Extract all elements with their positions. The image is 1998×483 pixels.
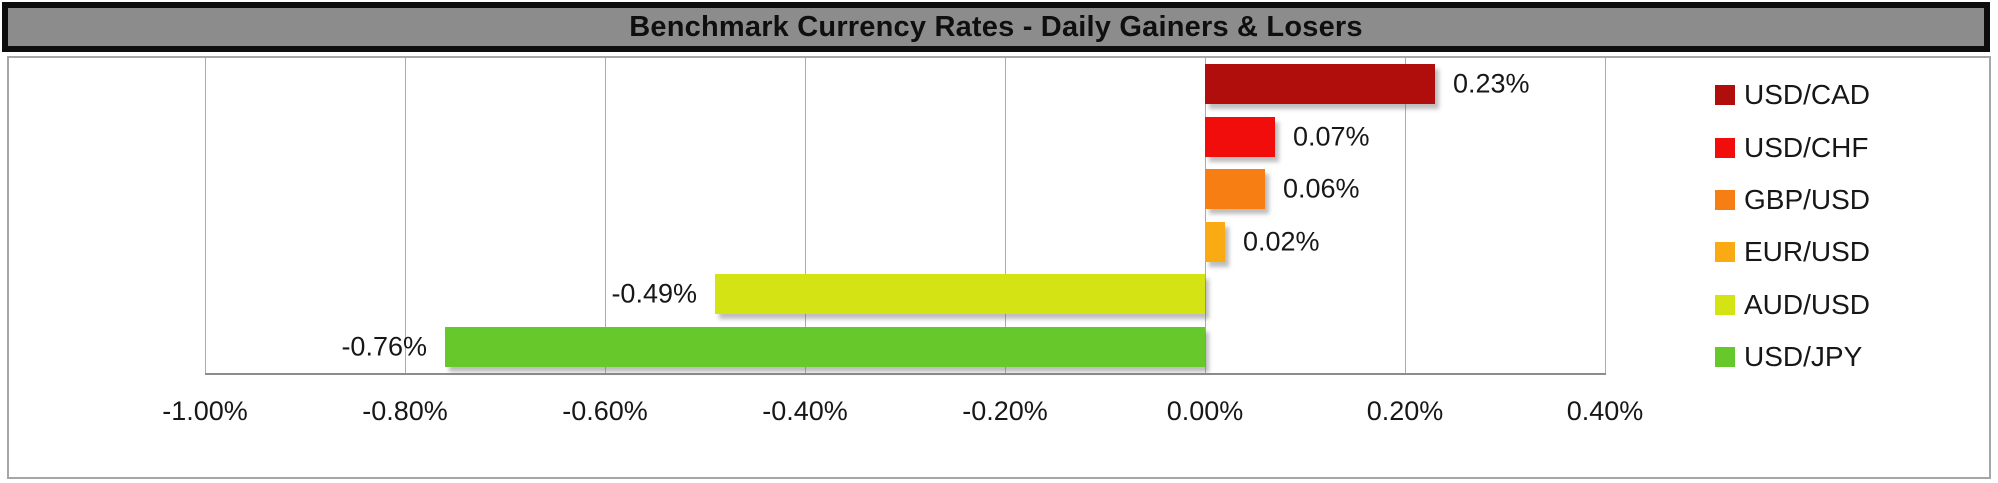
x-tick-label: -0.40% [762,396,848,426]
value-label: 0.23% [1453,68,1530,99]
value-label: -0.76% [341,331,427,362]
legend-item: USD/CAD [1715,69,1870,121]
chart-title-bar: Benchmark Currency Rates - Daily Gainers… [2,2,1990,52]
legend-item: GBP/USD [1715,174,1870,226]
x-tick-label: 0.00% [1166,396,1244,426]
x-tick-label: -0.60% [562,396,648,426]
bar-row: 0.23% [205,58,1605,111]
bar-aud-usd [715,274,1205,315]
gridline [1205,58,1206,373]
bar-gbp-usd [1205,169,1265,210]
bar-eur-usd [1205,221,1225,262]
bar-usd-chf [1205,116,1275,157]
legend-item: EUR/USD [1715,226,1870,278]
legend-swatch-icon [1715,347,1735,368]
legend-item: USD/JPY [1715,331,1870,383]
legend-item: USD/CHF [1715,121,1870,173]
legend-swatch-icon [1715,189,1735,210]
bar-row: -0.76% [205,321,1605,374]
legend-label: GBP/USD [1744,183,1871,215]
chart-area: 0.23% 0.07% 0.06% 0.02% -0.49% -0.76% -1.00% -… [7,56,1991,479]
gridline [1605,58,1606,373]
value-label: -0.49% [611,278,697,309]
gridline [405,58,406,373]
x-tick-label: -0.20% [962,396,1048,426]
legend: USD/CAD USD/CHF GBP/USD EUR/USD AUD/USD USD/J… [1715,69,1870,383]
bars-layer: 0.23% 0.07% 0.06% 0.02% -0.49% -0.76% [205,58,1605,373]
gridline [805,58,806,373]
gridline [605,58,606,373]
plot-area [205,58,1606,373]
value-label: 0.07% [1293,121,1370,152]
gridline [1405,58,1406,373]
x-tick-label: 0.20% [1366,396,1444,426]
legend-swatch-icon [1715,294,1735,315]
chart-inner: 0.23% 0.07% 0.06% 0.02% -0.49% -0.76% -1.00% -… [9,58,1989,477]
legend-swatch-icon [1715,85,1735,106]
legend-label: AUD/USD [1744,288,1871,320]
value-label: 0.02% [1243,226,1320,257]
x-tick-label: -0.80% [362,396,448,426]
bar-usd-cad [1205,64,1435,105]
legend-swatch-icon [1715,242,1735,263]
x-tick-label: -1.00% [162,396,248,426]
legend-label: USD/CHF [1744,131,1869,163]
legend-swatch-icon [1715,137,1735,158]
legend-label: USD/CAD [1744,79,1871,111]
legend-item: AUD/USD [1715,279,1870,331]
x-axis-line [205,373,1606,375]
bar-row: 0.07% [205,111,1605,164]
value-label: 0.06% [1283,173,1360,204]
legend-label: EUR/USD [1744,236,1871,268]
chart-title: Benchmark Currency Rates - Daily Gainers… [629,10,1363,43]
bar-row: -0.49% [205,268,1605,321]
x-axis-labels: -1.00% -0.80% -0.60% -0.40% -0.20% 0.00% 0.20%… [162,396,1643,436]
bar-row: 0.02% [205,216,1605,269]
gridline [205,58,206,373]
bar-usd-jpy [445,326,1205,367]
gridline [1005,58,1006,373]
legend-label: USD/JPY [1744,341,1863,373]
x-tick-label: 0.40% [1566,396,1644,426]
bar-row: 0.06% [205,163,1605,216]
